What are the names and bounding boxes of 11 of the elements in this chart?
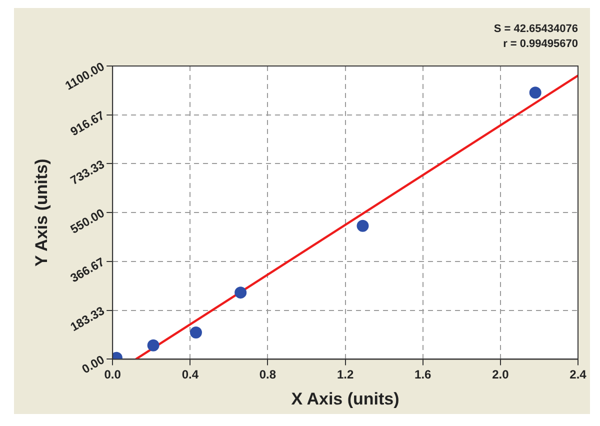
x-tick-label: 0.0 (104, 368, 122, 382)
x-axis-title: X Axis (units) (291, 389, 400, 408)
y-axis-title: Y Axis (units) (32, 158, 51, 266)
x-tick-label: 0.4 (182, 368, 199, 382)
text: r = 0.99495670 (502, 37, 578, 52)
x-tick-label: 2.4 (570, 368, 587, 382)
x-tick-label: 1.2 (336, 368, 354, 382)
x-tick-label: 0.8 (259, 368, 276, 382)
x-tick-label: 2.0 (492, 368, 510, 382)
x-tick-label: 1.6 (414, 368, 432, 382)
text: S = 42.65434076 (494, 22, 578, 37)
